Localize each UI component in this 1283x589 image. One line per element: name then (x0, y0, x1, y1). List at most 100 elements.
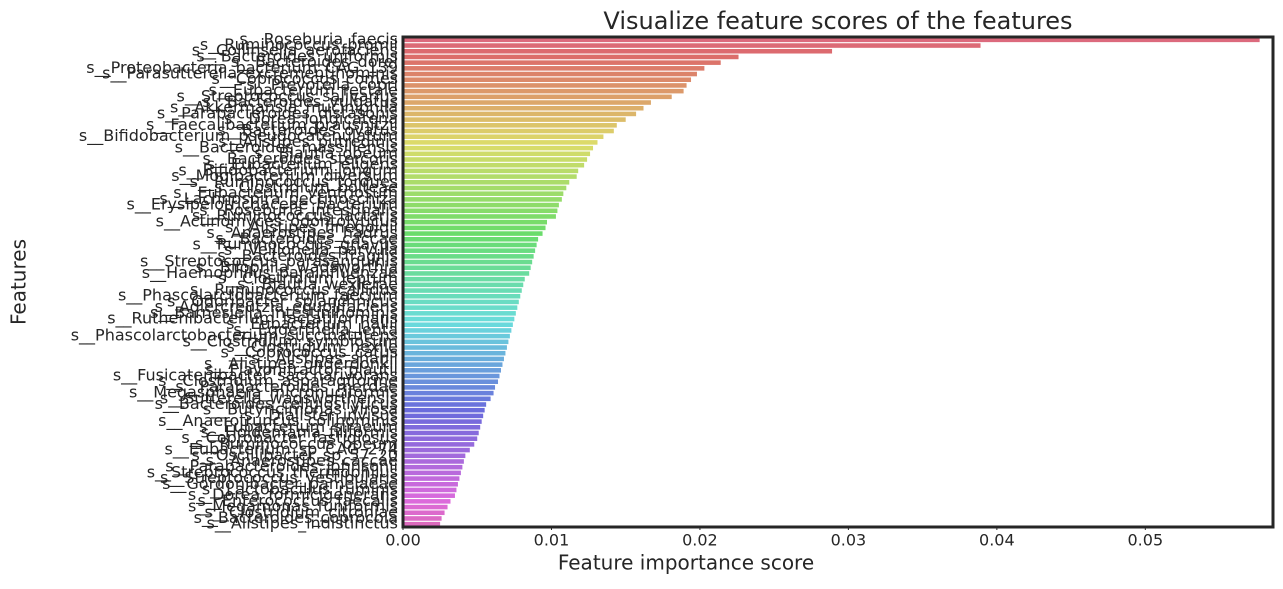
bar (403, 481, 458, 487)
y-tick-label: s__Eubacterium_hallii (226, 314, 398, 334)
bar (403, 516, 442, 521)
bar (403, 180, 570, 185)
y-tick-label: s__Dorea_formicigenerans (188, 485, 398, 505)
y-tick-label: s__Eubacterium_rectale (209, 81, 398, 101)
bar (403, 276, 525, 282)
y-tick-label: s__Ruminococcus_callidus (190, 280, 398, 300)
bar (403, 390, 494, 396)
bar (403, 197, 562, 202)
bar (403, 254, 534, 259)
y-tick-label: s__Blautia_obeum (254, 143, 398, 163)
y-tick-label: s__Parabacteroides_merdae (175, 377, 398, 397)
y-tick-label: s__Parabacteroides_distasonis (157, 103, 398, 123)
bar (403, 117, 626, 122)
y-tick-label: s__Streptococcus_salivarius (176, 86, 398, 106)
x-tick-label: 0.00 (385, 531, 421, 550)
y-tick-label: s__Fusicatenibacter_saccharivorans (113, 366, 398, 386)
y-tick-label: s__Adlercreutzia_equolifaciens (155, 297, 398, 317)
bar (403, 430, 479, 436)
y-tick-label: s__Eggerthella_lenta (233, 320, 398, 340)
y-tick-label: s__Phascolarctobacterium_faecium (118, 286, 398, 306)
bar (403, 368, 501, 373)
y-tick-label: s__Veillonella_parvula (224, 240, 398, 260)
bar (403, 123, 617, 128)
bar (403, 162, 585, 168)
bar (403, 282, 524, 288)
y-tick-label: s__Dialister_invisus (244, 405, 398, 425)
plot-frame (401, 35, 1275, 529)
y-tick-label: s__Faecalibacterium_prausnitzii (146, 115, 398, 135)
bar (403, 345, 507, 350)
y-axis-label: Features (7, 239, 31, 325)
y-tick-label: s__Ruminococcus_gnavus (192, 234, 398, 254)
y-tick-label: s__Alistipes_finegoldii (225, 217, 398, 237)
bar (403, 43, 981, 48)
y-tick-label: s__Clostridium_leptum (218, 269, 398, 289)
y-tick-label: s__Bifidobacterium_longum (178, 160, 398, 180)
bar (403, 407, 485, 413)
bar (403, 111, 637, 117)
bar (403, 470, 461, 476)
bar (403, 214, 556, 219)
y-tick-label: s__Odoribacter_splanchnicus (167, 291, 398, 311)
y-tick-label: s__Bacteroides_fragilis (217, 246, 398, 266)
bar (403, 77, 692, 83)
y-tick-label: s__Roseburia_intestinalis (199, 200, 398, 220)
y-tick-label: s__Sutterella_wadsworthensis (160, 388, 398, 408)
y-tick-label: s__Lactobacillus_ruminis (202, 479, 398, 499)
y-tick-label: s__Holdemania_filiformis (201, 422, 398, 442)
bar (403, 311, 516, 316)
bar (403, 248, 536, 253)
bar (403, 493, 455, 498)
bar (403, 436, 478, 441)
bar (403, 128, 614, 134)
bar (403, 54, 739, 60)
bar (403, 174, 577, 179)
y-tick-label: s__Alistipes_putredinis (218, 132, 398, 152)
bar (403, 385, 496, 390)
bar (403, 350, 506, 356)
y-tick-label: s__Bacteroides_coprocola (194, 508, 398, 528)
bar (403, 453, 466, 459)
y-tick-label: s__Ruminococcus_bromii (200, 35, 398, 55)
bar (403, 37, 1260, 43)
y-tick-label: s__Coprobacter_fastidiosus (181, 428, 398, 448)
y-tick-label: s__Bacteroides_ovatus (217, 121, 398, 141)
bar (403, 83, 687, 88)
y-tick-label: s__Ruminococcus_obeum (195, 434, 398, 454)
y-tick-label: s__Proteobacteria_bacterium_CAG_139 (86, 58, 398, 78)
y-tick-label: s__Eubacterium_ventriosum (173, 183, 398, 203)
y-tick-label: s__Gordonibacter_pamelaeae (162, 474, 398, 494)
y-tick-label: s__Streptococcus_parasanguinis (140, 252, 398, 272)
bar (403, 202, 559, 208)
bar (403, 71, 697, 77)
y-tick-label: s__Streptococcus_vestibularis (160, 468, 398, 488)
bar (403, 265, 531, 271)
y-tick-label: s__Flavonifractor_plautii (205, 360, 398, 380)
y-tick-label: s__Clostridium_symbiosum (182, 331, 398, 351)
y-tick-label: s__Megamonas_funiformis (188, 497, 398, 517)
bar (403, 168, 579, 174)
bar (403, 48, 833, 54)
y-tick-label: s__Bifidobacterium_pseudocatenulatum (79, 126, 398, 146)
bar (403, 88, 684, 94)
y-tick-label: s__Ruminococcus_torques (190, 172, 398, 192)
bar (403, 333, 510, 339)
y-tick-label: s__Bacteroides_vulgatus (202, 92, 398, 112)
y-tick-label: s__Clostridium_asparagiforme (158, 371, 398, 391)
y-tick-label: s__Alistipes_shahii (251, 348, 398, 368)
bar (403, 362, 503, 367)
bar (403, 328, 512, 333)
bar (403, 151, 591, 157)
bar (403, 459, 464, 464)
bar (403, 499, 451, 504)
bar (403, 322, 513, 328)
bar (403, 231, 543, 236)
y-tick-label: s__Oscillibacter_sp_57_20 (191, 445, 398, 465)
bar (403, 145, 594, 151)
y-tick-label: s__Parabacteroides_johnsonii (165, 457, 398, 477)
y-tick-label: s__Actinomyces_odontolyticus (156, 212, 398, 232)
bar (403, 100, 651, 105)
y-tick-label: s__Alistipes_indistinctus (207, 514, 399, 534)
